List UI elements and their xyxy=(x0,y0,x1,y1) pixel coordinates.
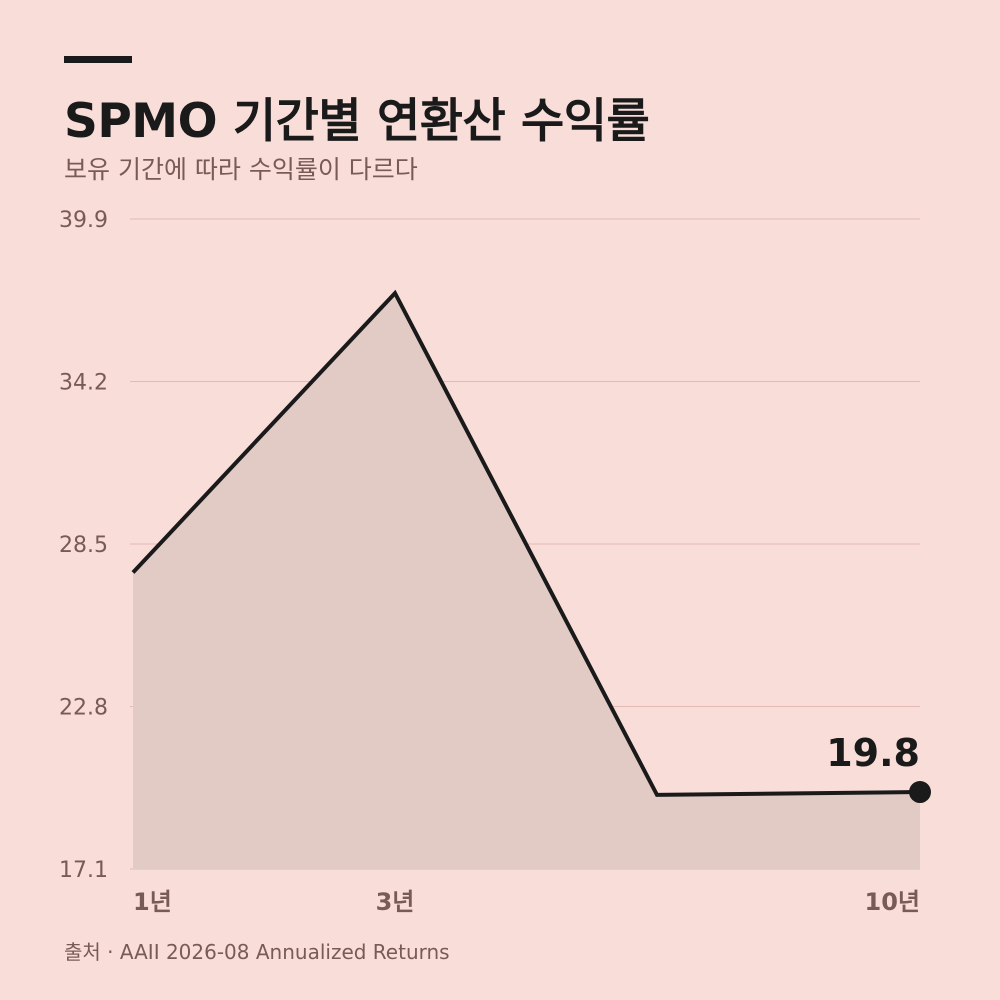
y-tick-label: 17.1 xyxy=(59,858,108,883)
x-tick-label: 10년 xyxy=(865,888,920,916)
end-value-label: 19.8 xyxy=(826,731,920,775)
y-tick-label: 34.2 xyxy=(59,371,108,396)
chart-title: SPMO 기간별 연환산 수익률 xyxy=(64,94,650,149)
title-accent-bar xyxy=(64,56,132,63)
area-fill xyxy=(133,293,920,869)
y-tick-label: 28.5 xyxy=(59,533,108,558)
series-line xyxy=(131,289,921,797)
chart-subtitle: 보유 기간에 따라 수익률이 다르다 xyxy=(64,155,418,184)
source-note: 출처 · AAII 2026-08 Annualized Returns xyxy=(64,940,450,964)
y-tick-label: 22.8 xyxy=(59,696,108,721)
x-tick-label: 1년 xyxy=(133,888,172,916)
end-point-marker xyxy=(909,781,931,804)
y-tick-label: 39.9 xyxy=(59,208,108,233)
x-tick-label: 3년 xyxy=(376,888,415,916)
